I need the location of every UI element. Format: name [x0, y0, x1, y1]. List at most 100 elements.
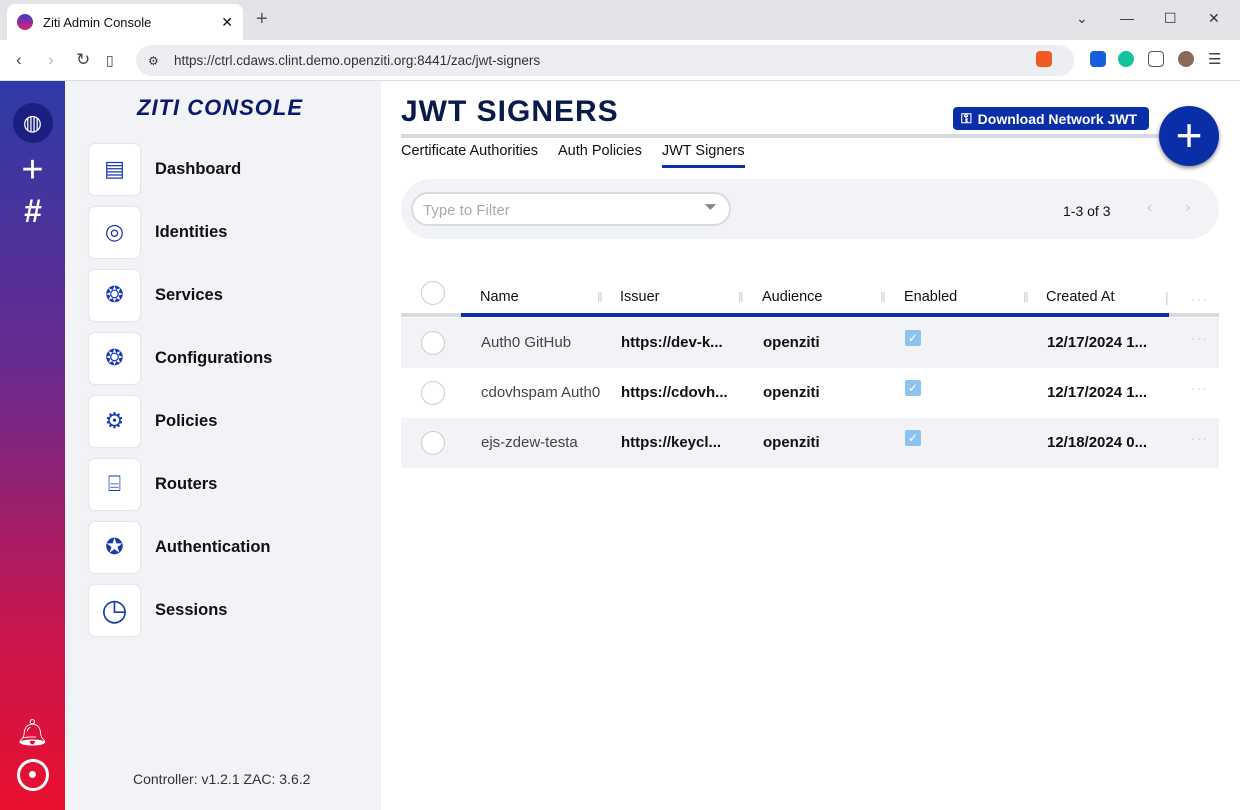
sidebar-item-identities[interactable]: ◎ Identities — [89, 206, 369, 258]
tabs: Certificate Authorities Auth Policies JW… — [401, 143, 745, 168]
close-tab-icon[interactable]: ✕ — [221, 13, 233, 30]
cell-issuer: https://dev-k... — [621, 334, 723, 351]
url-field[interactable]: ⚙ https://ctrl.cdaws.clint.demo.openziti.… — [136, 45, 1074, 76]
maximize-icon[interactable]: ☐ — [1164, 10, 1177, 26]
ziti-favicon — [17, 14, 33, 30]
reload-icon[interactable]: ↻ — [76, 50, 91, 69]
table-row[interactable]: cdovhspam Auth0 https://cdovh... openzit… — [401, 368, 1219, 418]
tab-search-icon[interactable]: ⌄ — [1076, 10, 1088, 26]
brave-shield-icon[interactable] — [1036, 51, 1052, 67]
column-menu-icon[interactable]: ··· — [1191, 291, 1208, 307]
add-icon[interactable]: + — [21, 149, 44, 191]
router-icon: ⌸ — [89, 458, 140, 510]
sidebar-item-authentication[interactable]: ✪ Authentication — [89, 521, 369, 573]
main-content: JWT SIGNERS ⚿ Download Network JWT + Cert… — [381, 81, 1240, 810]
add-button[interactable]: + — [1159, 106, 1219, 166]
hashtag-icon[interactable]: # — [23, 193, 42, 229]
cell-issuer: https://cdovh... — [621, 384, 728, 401]
sidebar-item-dashboard[interactable]: ▤ Dashboard — [89, 143, 369, 195]
sidebar-item-label: Services — [155, 285, 223, 304]
cell-created-at: 12/17/2024 1... — [1047, 384, 1148, 401]
select-all-checkbox[interactable] — [421, 281, 445, 305]
row-checkbox[interactable] — [421, 431, 445, 455]
new-tab-icon[interactable]: + — [256, 8, 268, 30]
table-header: Name ‖ Issuer ‖ Audience ‖ Enabled ‖ Created… — [401, 279, 1219, 317]
site-settings-icon[interactable]: ⚙ — [148, 53, 159, 68]
col-name[interactable]: Name — [480, 289, 519, 305]
cell-audience: openziti — [763, 334, 820, 351]
funnel-icon[interactable]: ⏷ — [704, 199, 717, 216]
row-checkbox[interactable] — [421, 331, 445, 355]
page-title: JWT SIGNERS — [401, 95, 619, 128]
enabled-checkbox: ✓ — [905, 380, 921, 396]
cell-audience: openziti — [763, 384, 820, 401]
close-window-icon[interactable]: ✕ — [1208, 10, 1220, 26]
config-network-icon: ❂ — [89, 332, 140, 384]
services-network-icon: ❂ — [89, 269, 140, 321]
prev-page-icon[interactable]: ‹ — [1147, 199, 1153, 216]
pagination-count: 1-3 of 3 — [1063, 203, 1111, 219]
tab-auth-policies[interactable]: Auth Policies — [558, 143, 642, 159]
bookmark-icon[interactable]: ▯ — [106, 52, 114, 68]
enabled-checkbox: ✓ — [905, 330, 921, 346]
version-text: Controller: v1.2.1 ZAC: 3.6.2 — [133, 771, 311, 787]
browser-tab[interactable]: Ziti Admin Console ✕ — [7, 4, 243, 40]
sidebar-item-routers[interactable]: ⌸ Routers — [89, 458, 369, 510]
url-text: https://ctrl.cdaws.clint.demo.openziti.o… — [174, 53, 541, 68]
clock-icon: ◷ — [89, 584, 140, 636]
table-row[interactable]: Auth0 GitHub https://dev-k... openziti ✓… — [401, 318, 1219, 368]
sidebar-item-configurations[interactable]: ❂ Configurations — [89, 332, 369, 384]
sidebar-item-label: Configurations — [155, 348, 273, 367]
download-label: Download Network JWT — [977, 110, 1138, 127]
row-menu-icon[interactable]: ··· — [1191, 430, 1208, 446]
tab-certificate-authorities[interactable]: Certificate Authorities — [401, 143, 539, 159]
user-icon[interactable]: ● — [0, 759, 65, 791]
col-created-at[interactable]: Created At — [1046, 289, 1115, 305]
filter-bar: Type to Filter ⏷ 1-3 of 3 ‹ › — [401, 179, 1219, 239]
menu-icon[interactable]: ☰ — [1208, 51, 1222, 68]
col-enabled[interactable]: Enabled — [904, 289, 958, 305]
filter-input[interactable]: Type to Filter ⏷ — [411, 192, 731, 226]
sidebar-item-services[interactable]: ❂ Services — [89, 269, 369, 321]
sidebar-item-label: Sessions — [155, 600, 228, 619]
sidebar-item-sessions[interactable]: ◷ Sessions — [89, 584, 369, 636]
download-network-jwt-button[interactable]: ⚿ Download Network JWT — [953, 107, 1149, 130]
row-menu-icon[interactable]: ··· — [1191, 330, 1208, 346]
column-resizer[interactable]: | — [1165, 289, 1169, 305]
header-accent — [461, 313, 1169, 317]
tab-title: Ziti Admin Console — [43, 14, 152, 30]
extensions-icon[interactable] — [1148, 51, 1164, 67]
sidebar-item-label: Authentication — [155, 537, 271, 556]
back-icon[interactable]: ‹ — [16, 50, 22, 69]
dashboard-icon: ▤ — [89, 143, 140, 195]
column-resizer[interactable]: ‖ — [880, 289, 886, 305]
col-issuer[interactable]: Issuer — [620, 289, 660, 305]
bitwarden-icon[interactable] — [1090, 51, 1106, 67]
forward-icon[interactable]: › — [48, 50, 54, 69]
circuit-icon: ⚿ — [961, 110, 972, 126]
enabled-checkbox: ✓ — [905, 430, 921, 446]
cell-audience: openziti — [763, 434, 820, 451]
column-resizer[interactable]: ‖ — [597, 289, 603, 305]
row-checkbox[interactable] — [421, 381, 445, 405]
col-audience[interactable]: Audience — [762, 289, 823, 305]
cell-name: Auth0 GitHub — [481, 334, 572, 351]
profile-avatar[interactable] — [1178, 51, 1194, 67]
minimize-icon[interactable]: — — [1120, 10, 1134, 26]
ziti-logo-icon[interactable]: ◍ — [0, 103, 65, 143]
column-resizer[interactable]: ‖ — [738, 289, 744, 305]
tab-jwt-signers[interactable]: JWT Signers — [661, 143, 745, 168]
badge-icon: ✪ — [89, 521, 140, 573]
column-resizer[interactable]: ‖ — [1023, 289, 1029, 305]
sidebar-item-label: Identities — [155, 222, 228, 241]
sidebar-item-label: Routers — [155, 474, 218, 493]
grammarly-icon[interactable] — [1118, 51, 1134, 67]
table-row[interactable]: ejs-zdew-testa https://keycl... openziti… — [401, 418, 1219, 468]
address-bar-row: ‹ › ↻ ▯ ⚙ https://ctrl.cdaws.clint.demo.o… — [0, 40, 1240, 81]
title-divider — [401, 134, 1219, 138]
next-page-icon[interactable]: › — [1185, 199, 1191, 216]
bell-icon[interactable]: 🔔︎ — [15, 717, 49, 747]
row-menu-icon[interactable]: ··· — [1191, 380, 1208, 396]
sidebar-item-policies[interactable]: ⚙ Policies — [89, 395, 369, 447]
sidebar-item-label: Dashboard — [155, 159, 242, 178]
